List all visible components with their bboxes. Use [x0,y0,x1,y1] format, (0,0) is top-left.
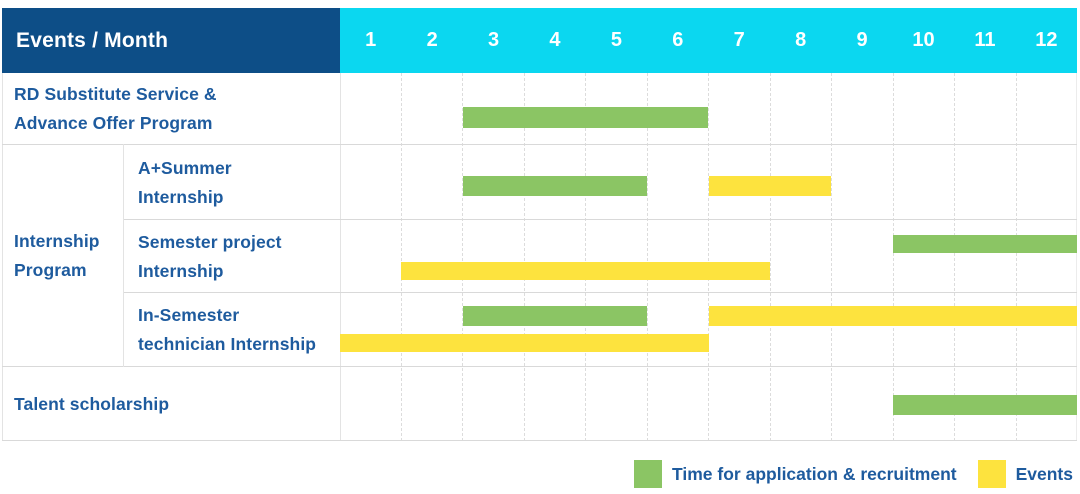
row-divider-2 [2,366,1077,367]
month-label-5: 5 [610,29,622,51]
table-border-left [2,73,3,441]
month-column [523,73,586,441]
month-column [892,73,955,441]
group-label-internship-program: Internship Program [14,231,100,280]
month-column [646,73,709,441]
bars-layer [340,0,1077,494]
month-column [400,73,463,441]
legend-item-recruitment: Time for application & recruitment [634,460,957,488]
recruitment-bar [462,306,648,326]
month-column [954,73,1016,441]
month-column [1015,73,1078,441]
recruitment-bar [462,176,648,196]
events-swatch-icon [977,460,1006,488]
event-bar [708,176,832,196]
month-column [708,73,770,441]
events-month-header: Events / Month [2,8,340,73]
legend: Time for application & recruitment Event… [634,459,1073,489]
group-divider [123,144,124,367]
row-label-semester-project: Semester project Internship [138,231,282,281]
month-label-9: 9 [856,29,868,51]
month-label-3: 3 [487,29,500,51]
chart-divider [340,73,341,441]
month-label-7: 7 [733,29,745,51]
month-label-4: 4 [549,29,561,51]
recruitment-bar [892,235,1077,253]
legend-label-recruitment: Time for application & recruitment [672,463,957,484]
month-label-6: 6 [672,29,684,51]
row-label-rd-substitute: RD Substitute Service & Advance Offer Pr… [14,83,217,133]
recruitment-swatch-icon [634,460,663,488]
table-border-right [1076,73,1077,441]
table-border-bottom [2,440,1077,441]
legend-label-events: Events [1015,463,1073,484]
subrow-divider-1 [123,219,1077,220]
month-label-8: 8 [795,29,807,51]
month-column [831,73,893,441]
recruitment-bar [462,107,709,128]
month-column [585,73,647,441]
subrow-divider-2 [123,292,1077,293]
row-label-talent-scholarship: Talent scholarship [14,393,170,414]
month-gridlines [340,73,1077,441]
month-label-2: 2 [426,29,438,51]
month-column [462,73,524,441]
month-header-row: 1 2 3 4 5 6 7 8 9 10 11 12 [340,8,1077,73]
row-divider-1 [2,144,1077,145]
month-column [769,73,832,441]
row-label-in-semester: In-Semester technician Internship [138,305,317,354]
events-month-header-label: Events / Month [16,28,169,52]
month-label-11: 11 [974,29,996,51]
event-bar [401,262,770,280]
legend-item-events: Events [977,460,1073,488]
event-bar [708,306,1077,326]
month-label-10: 10 [912,29,935,51]
month-label-12: 12 [1035,29,1058,51]
month-label-1: 1 [365,29,377,51]
row-label-a-summer: A+Summer Internship [138,157,232,207]
recruitment-bar [892,395,1077,415]
event-bar [340,334,709,352]
